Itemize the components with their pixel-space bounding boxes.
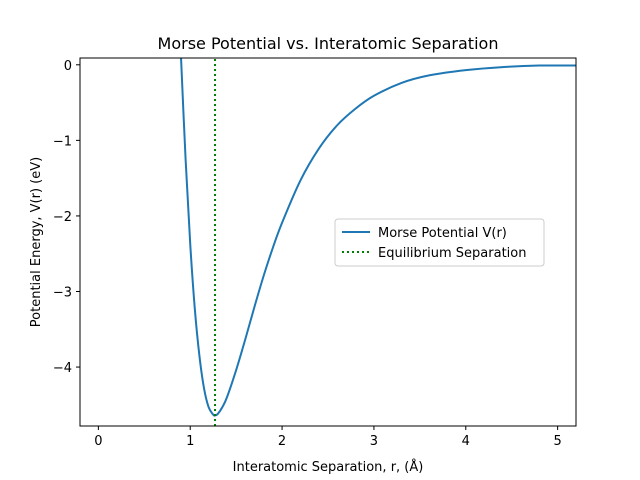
y-tick-label: −2 xyxy=(53,210,72,225)
x-axis-title: Interatomic Separation, r, (Å) xyxy=(233,459,424,475)
legend-label-morse: Morse Potential V(r) xyxy=(378,226,507,241)
plot-frame xyxy=(79,57,577,427)
y-tick-label: −3 xyxy=(53,285,72,300)
chart-title: Morse Potential vs. Interatomic Separati… xyxy=(158,34,499,53)
y-axis: 0 −1 −2 −3 −4 xyxy=(53,59,80,376)
x-tick-label: 2 xyxy=(278,434,286,449)
x-axis: 0 1 2 3 4 5 xyxy=(94,426,562,449)
x-tick-label: 5 xyxy=(553,434,561,449)
legend-label-equilibrium: Equilibrium Separation xyxy=(378,246,526,261)
x-tick-label: 0 xyxy=(94,434,102,449)
x-tick-label: 4 xyxy=(462,434,470,449)
x-tick-label: 3 xyxy=(370,434,378,449)
plot-area xyxy=(180,58,576,426)
legend-frame xyxy=(334,218,545,267)
y-tick-label: −4 xyxy=(53,361,72,376)
y-tick-label: −1 xyxy=(53,134,72,149)
y-tick-label: 0 xyxy=(64,59,72,74)
series-line-morse xyxy=(180,58,576,417)
legend: Morse Potential V(r) Equilibrium Separat… xyxy=(334,218,545,267)
y-axis-title: Potential Energy, V(r) (eV) xyxy=(29,157,44,327)
x-tick-label: 1 xyxy=(186,434,194,449)
